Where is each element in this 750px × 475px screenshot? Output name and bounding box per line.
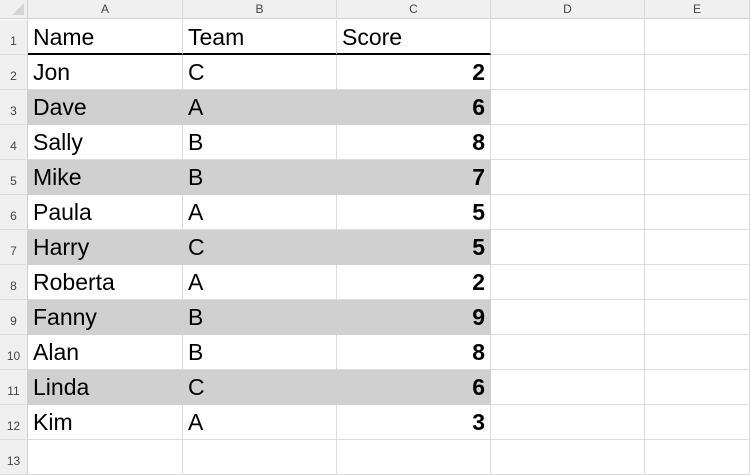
cell-c3[interactable]: 6 bbox=[337, 90, 491, 125]
cell-d9[interactable] bbox=[491, 300, 645, 335]
cell-b8[interactable]: A bbox=[183, 265, 337, 300]
cell-d5[interactable] bbox=[491, 160, 645, 195]
row-header-9[interactable]: 9 bbox=[0, 300, 28, 335]
cell-b9[interactable]: B bbox=[183, 300, 337, 335]
cell-a3[interactable]: Dave bbox=[28, 90, 183, 125]
cell-a4[interactable]: Sally bbox=[28, 125, 183, 160]
column-header-a[interactable]: A bbox=[28, 0, 183, 19]
cell-c11[interactable]: 6 bbox=[337, 370, 491, 405]
cell-e5[interactable] bbox=[645, 160, 750, 195]
cell-e6[interactable] bbox=[645, 195, 750, 230]
select-all-button[interactable] bbox=[0, 0, 28, 19]
row-header-5[interactable]: 5 bbox=[0, 160, 28, 195]
cell-d13[interactable] bbox=[491, 440, 645, 475]
cell-d7[interactable] bbox=[491, 230, 645, 265]
cell-d1[interactable] bbox=[491, 20, 645, 55]
cell-a11[interactable]: Linda bbox=[28, 370, 183, 405]
cell-b4[interactable]: B bbox=[183, 125, 337, 160]
cell-d8[interactable] bbox=[491, 265, 645, 300]
header-cell-score[interactable]: Score bbox=[337, 20, 491, 55]
row-header-10[interactable]: 10 bbox=[0, 335, 28, 370]
column-header-d[interactable]: D bbox=[491, 0, 645, 19]
row-header-11[interactable]: 11 bbox=[0, 370, 28, 405]
cell-a13[interactable] bbox=[28, 440, 183, 475]
row-header-1[interactable]: 1 bbox=[0, 20, 28, 55]
cell-b10[interactable]: B bbox=[183, 335, 337, 370]
cell-c10[interactable]: 8 bbox=[337, 335, 491, 370]
row-header-3[interactable]: 3 bbox=[0, 90, 28, 125]
row-header-7[interactable]: 7 bbox=[0, 230, 28, 265]
cell-c5[interactable]: 7 bbox=[337, 160, 491, 195]
row-header-2[interactable]: 2 bbox=[0, 55, 28, 90]
header-cell-name[interactable]: Name bbox=[28, 20, 183, 55]
cell-b11[interactable]: C bbox=[183, 370, 337, 405]
cell-c9[interactable]: 9 bbox=[337, 300, 491, 335]
cell-e1[interactable] bbox=[645, 20, 750, 55]
cell-b7[interactable]: C bbox=[183, 230, 337, 265]
row-header-4[interactable]: 4 bbox=[0, 125, 28, 160]
cell-d6[interactable] bbox=[491, 195, 645, 230]
cell-b2[interactable]: C bbox=[183, 55, 337, 90]
cell-b6[interactable]: A bbox=[183, 195, 337, 230]
cell-d3[interactable] bbox=[491, 90, 645, 125]
cell-b5[interactable]: B bbox=[183, 160, 337, 195]
cell-e13[interactable] bbox=[645, 440, 750, 475]
header-cell-team[interactable]: Team bbox=[183, 20, 337, 55]
cell-c6[interactable]: 5 bbox=[337, 195, 491, 230]
column-header-c[interactable]: C bbox=[337, 0, 491, 19]
cell-e11[interactable] bbox=[645, 370, 750, 405]
cell-d10[interactable] bbox=[491, 335, 645, 370]
column-header-b[interactable]: B bbox=[183, 0, 337, 19]
cell-a6[interactable]: Paula bbox=[28, 195, 183, 230]
cell-e3[interactable] bbox=[645, 90, 750, 125]
cell-e12[interactable] bbox=[645, 405, 750, 440]
row-header-13[interactable]: 13 bbox=[0, 440, 28, 475]
cell-a12[interactable]: Kim bbox=[28, 405, 183, 440]
cell-e2[interactable] bbox=[645, 55, 750, 90]
cell-d4[interactable] bbox=[491, 125, 645, 160]
cell-a7[interactable]: Harry bbox=[28, 230, 183, 265]
column-header-e[interactable]: E bbox=[645, 0, 750, 19]
row-header-6[interactable]: 6 bbox=[0, 195, 28, 230]
cell-d12[interactable] bbox=[491, 405, 645, 440]
cell-a5[interactable]: Mike bbox=[28, 160, 183, 195]
row-header-12[interactable]: 12 bbox=[0, 405, 28, 440]
cell-e7[interactable] bbox=[645, 230, 750, 265]
cell-c13[interactable] bbox=[337, 440, 491, 475]
cell-e10[interactable] bbox=[645, 335, 750, 370]
cell-c4[interactable]: 8 bbox=[337, 125, 491, 160]
row-header-8[interactable]: 8 bbox=[0, 265, 28, 300]
cell-d11[interactable] bbox=[491, 370, 645, 405]
cell-c12[interactable]: 3 bbox=[337, 405, 491, 440]
cell-a10[interactable]: Alan bbox=[28, 335, 183, 370]
cell-e9[interactable] bbox=[645, 300, 750, 335]
cell-e4[interactable] bbox=[645, 125, 750, 160]
cell-c8[interactable]: 2 bbox=[337, 265, 491, 300]
cell-e8[interactable] bbox=[645, 265, 750, 300]
cell-c7[interactable]: 5 bbox=[337, 230, 491, 265]
cell-b13[interactable] bbox=[183, 440, 337, 475]
cell-a2[interactable]: Jon bbox=[28, 55, 183, 90]
cell-a8[interactable]: Roberta bbox=[28, 265, 183, 300]
cell-c2[interactable]: 2 bbox=[337, 55, 491, 90]
cell-b12[interactable]: A bbox=[183, 405, 337, 440]
cell-d2[interactable] bbox=[491, 55, 645, 90]
cell-a9[interactable]: Fanny bbox=[28, 300, 183, 335]
cell-b3[interactable]: A bbox=[183, 90, 337, 125]
